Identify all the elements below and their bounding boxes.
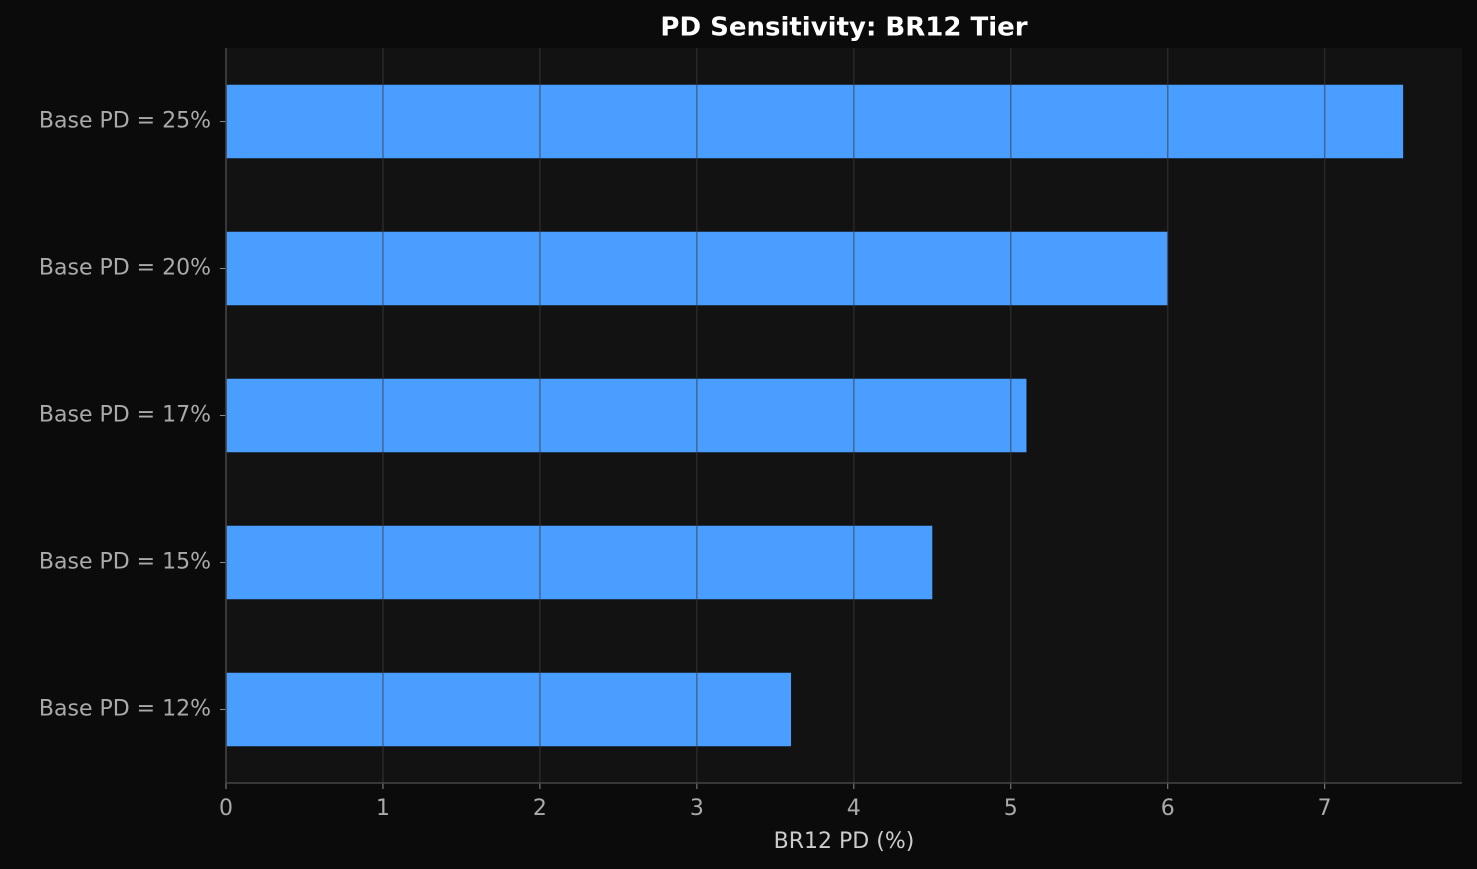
bar (226, 672, 792, 747)
y-tick-label: Base PD = 20% (39, 256, 211, 281)
bar (226, 84, 1404, 159)
bar (226, 378, 1027, 453)
y-tick-label: Base PD = 15% (39, 550, 211, 575)
y-tick-label: Base PD = 25% (39, 109, 211, 134)
y-tick-label: Base PD = 17% (39, 403, 211, 428)
x-tick-label: 7 (1318, 796, 1332, 821)
x-tick-label: 6 (1161, 796, 1175, 821)
x-tick-label: 0 (219, 796, 233, 821)
x-tick-label: 2 (533, 796, 547, 821)
bar (226, 525, 933, 600)
x-axis-label: BR12 PD (%) (774, 829, 915, 854)
x-tick-label: 5 (1004, 796, 1018, 821)
x-tick-label: 4 (847, 796, 861, 821)
x-tick-label: 3 (690, 796, 704, 821)
chart-title: PD Sensitivity: BR12 Tier (660, 13, 1027, 43)
y-tick-label: Base PD = 12% (39, 697, 211, 722)
x-tick-label: 1 (376, 796, 390, 821)
